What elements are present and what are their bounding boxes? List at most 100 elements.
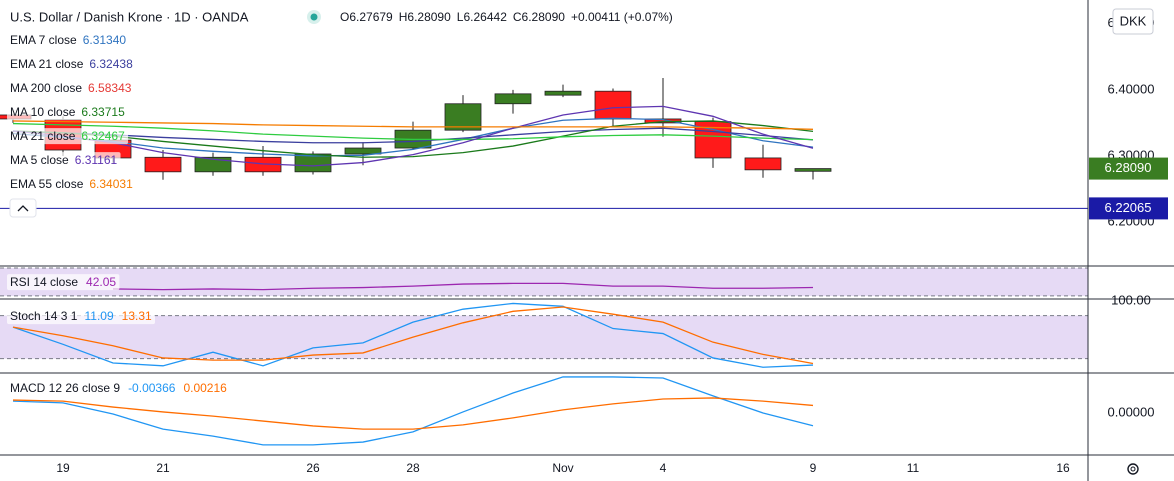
symbol-title: U.S. Dollar / Danish Krone · 1D · OANDA [10, 9, 249, 24]
legend-bg [7, 128, 129, 145]
legend-bg [7, 274, 120, 291]
candle-body [344, 147, 382, 155]
currency-label: DKK [1120, 13, 1147, 28]
legend-name: EMA 55 close [10, 177, 84, 191]
legend-name: MA 5 close [10, 153, 69, 167]
legend-value: 6.33715 [81, 105, 125, 119]
candle-body [144, 156, 182, 173]
x-tick-label: 9 [810, 461, 817, 475]
x-tick-label: 21 [156, 461, 170, 475]
status-dot [310, 13, 318, 21]
plot-layer [0, 77, 1088, 446]
indicator-line [12, 120, 814, 130]
candle-body [494, 93, 532, 105]
candle-body [194, 156, 232, 173]
band-fill [0, 268, 1088, 296]
gear-hub [1130, 466, 1136, 472]
last-price-label: 6.28090 [1105, 160, 1152, 175]
legend-bg [7, 104, 129, 121]
legend-value: 6.58343 [88, 81, 132, 95]
legend-bg [7, 80, 135, 97]
indicator-line [12, 127, 814, 144]
change-value: +0.00411 (+0.07%) [571, 10, 673, 24]
x-tick-label: 26 [306, 461, 320, 475]
settings-button[interactable] [1127, 463, 1139, 475]
legend-value: 0.00216 [183, 381, 227, 395]
ohlc-key: C [513, 10, 522, 24]
legend-value: 6.32438 [89, 57, 133, 71]
legend-value: 6.34031 [89, 177, 133, 191]
legend-entry: MACD 12 26 close 9 -0.00366 0.00216 [10, 381, 227, 395]
indicator-line [12, 117, 814, 157]
candle-body [544, 90, 582, 96]
indicator-line [112, 282, 814, 291]
legend-entry: RSI 14 close 42.05 [10, 275, 116, 289]
ohlc-value: 6.27679 [349, 10, 393, 24]
legend-bg [7, 56, 137, 73]
legend-value: 6.31340 [83, 33, 127, 47]
legend-entry: EMA 21 close 6.32438 [10, 57, 133, 71]
candle-body [594, 90, 632, 120]
y-tick-label: 6.40000 [1108, 81, 1155, 96]
legend-value: 42.05 [86, 275, 116, 289]
last-price-box [1089, 157, 1168, 180]
legend-name: MA 21 close [10, 129, 76, 143]
indicator-line [12, 306, 814, 365]
price-line-box [1089, 197, 1168, 220]
ohlc-value: 6.26442 [463, 10, 507, 24]
collapse-button[interactable] [9, 198, 37, 218]
header: U.S. Dollar / Danish Krone · 1D · OANDA … [10, 8, 1154, 35]
legend-name: EMA 7 close [10, 33, 77, 47]
collapse-icon [17, 205, 29, 212]
price-line-label: 6.22065 [1105, 200, 1152, 215]
x-tick-label: 19 [56, 461, 70, 475]
indicator-line [12, 122, 814, 141]
legend-value: -0.00366 [128, 381, 176, 395]
legend-value: 6.31161 [75, 153, 118, 167]
legend-bg [7, 380, 231, 397]
legend-entry: Stoch 14 3 1 11.09 13.31 [10, 309, 152, 323]
currency-button[interactable] [1112, 8, 1154, 35]
legend-layer: EMA 7 close 6.31340 EMA 21 close 6.32438 MA … [7, 32, 231, 397]
indicator-line [12, 302, 814, 368]
legend-entry: MA 5 close 6.31161 [10, 153, 118, 167]
legend-value: 11.09 [85, 309, 114, 323]
legend-entry: MA 21 close 6.32467 [10, 129, 125, 143]
legend-entry: MA 10 close 6.33715 [10, 105, 125, 119]
legend-name: Stoch 14 3 1 [10, 309, 78, 323]
band-fill [0, 315, 1088, 359]
legend-bg [7, 308, 155, 325]
gear-icon [1127, 463, 1139, 475]
legend-bg [7, 32, 130, 49]
legend-name: MA 10 close [10, 105, 76, 119]
x-tick-label: Nov [552, 461, 573, 475]
x-tick-label: 11 [907, 461, 920, 475]
candle-body [444, 103, 482, 131]
y-tick-label: 100.00 [1111, 293, 1151, 308]
legend-name: MA 200 close [10, 81, 82, 95]
indicator-line [12, 105, 814, 167]
x-tick-label: 28 [406, 461, 420, 475]
legend-bg [7, 152, 121, 169]
ohlc-key: O [340, 10, 349, 24]
legend-name: RSI 14 close [10, 275, 78, 289]
ohlc-value: 6.28090 [522, 10, 566, 24]
indicator-line [12, 397, 814, 430]
legend-bg [7, 176, 137, 193]
ohlc-key: H [399, 10, 408, 24]
legend-name: MACD 12 26 close 9 [10, 381, 120, 395]
legend-entry: EMA 7 close 6.31340 [10, 33, 126, 47]
candle-body [744, 157, 782, 171]
x-tick-label: 16 [1056, 461, 1070, 475]
candle-body [794, 168, 832, 172]
legend-value: 6.32467 [81, 129, 125, 143]
x-tick-label: 4 [660, 461, 667, 475]
ohlc-values: O6.27679 H6.28090 L6.26442 C6.28090 +0.00411… [340, 10, 673, 24]
y-tick-label: 0.00000 [1108, 404, 1155, 419]
legend-value: 13.31 [122, 309, 152, 323]
legend-entry: EMA 55 close 6.34031 [10, 177, 133, 191]
indicator-line [12, 120, 814, 158]
